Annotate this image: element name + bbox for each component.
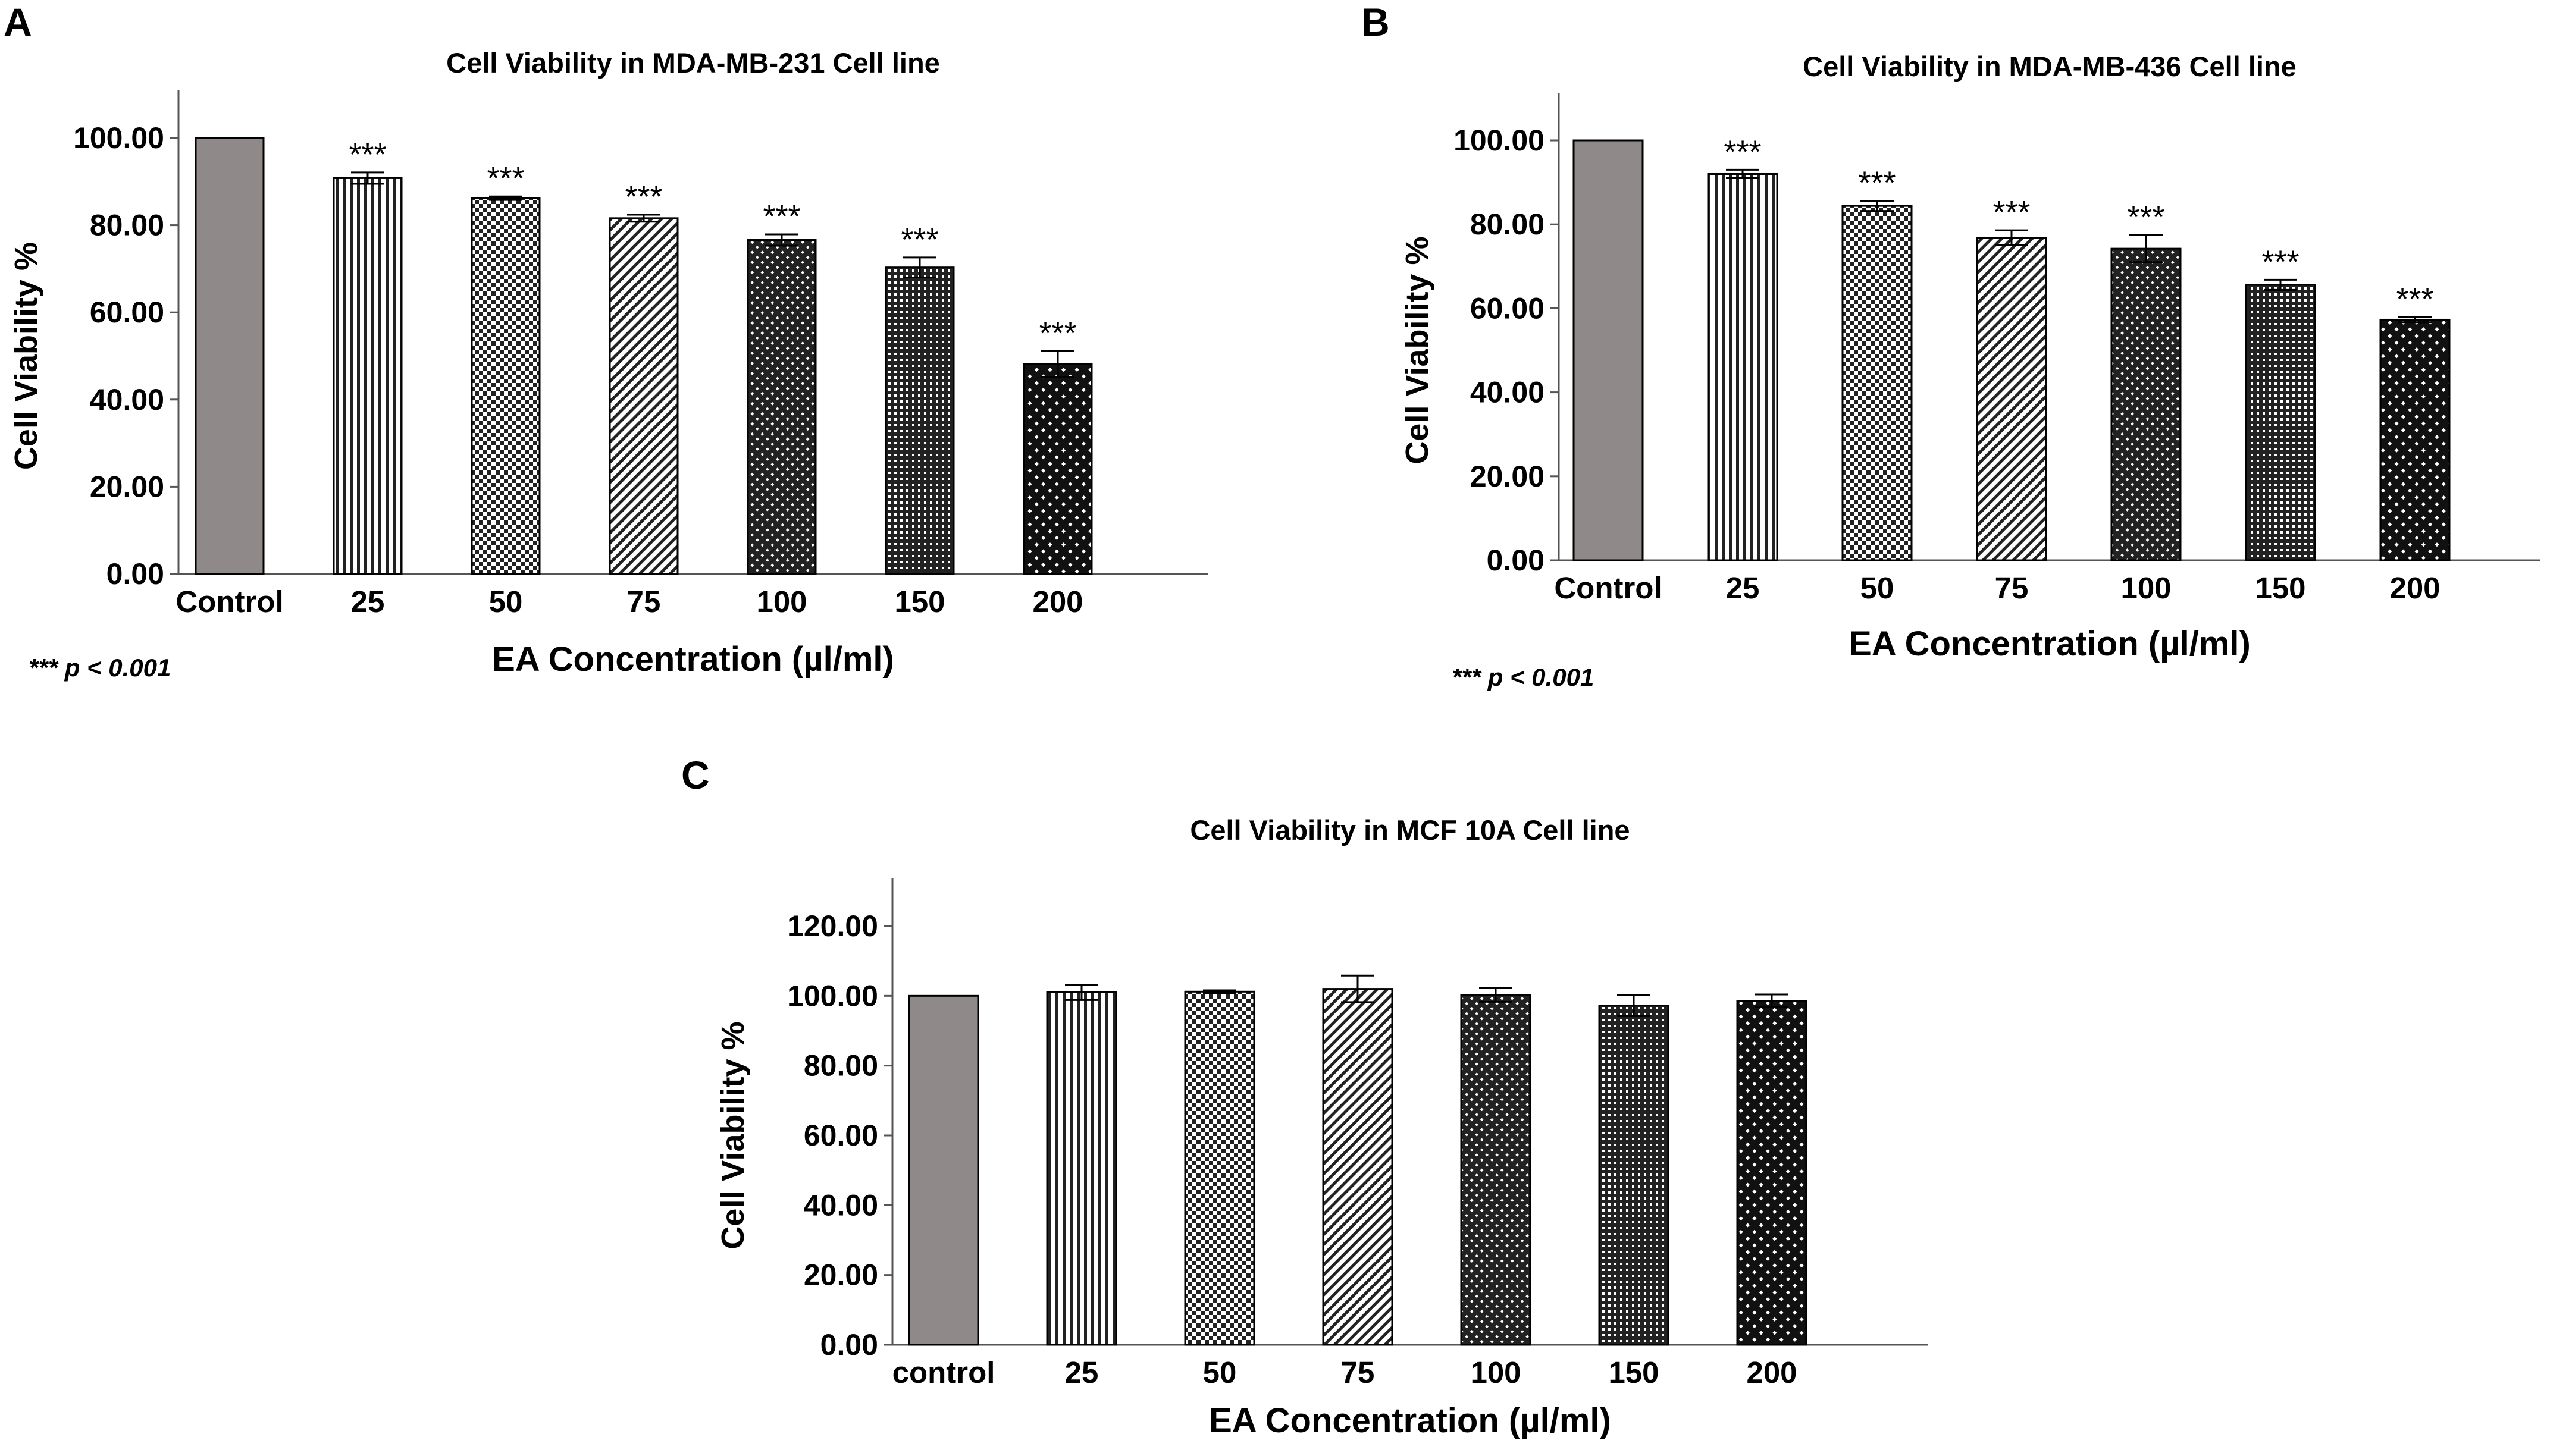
x-axis-label: EA Concentration (µl/ml) [492, 640, 894, 679]
significance-marker-100: *** [2127, 200, 2164, 236]
chart-title: Cell Viability in MDA-MB-436 Cell line [1803, 51, 2297, 82]
y-tick-label: 120.00 [787, 909, 878, 943]
y-tick-label: 0.00 [1487, 544, 1544, 577]
significance-marker-75: *** [1992, 194, 2030, 230]
panel-b-significance-note: *** p < 0.001 [1452, 663, 1594, 691]
bar-50 [471, 197, 541, 575]
chart-title: Cell Viability in MDA-MB-231 Cell line [446, 47, 940, 79]
panel-a-letter: A [4, 0, 32, 44]
bar-200 [1023, 363, 1093, 575]
x-axis-label: EA Concentration (µl/ml) [1209, 1401, 1611, 1440]
significance-marker-50: *** [487, 161, 524, 196]
y-axis-label: Cell Viability % [8, 242, 44, 470]
y-tick-label: 100.00 [73, 121, 164, 155]
y-tick-label: 60.00 [804, 1119, 878, 1152]
chart-title: Cell Viability in MCF 10A Cell line [1190, 814, 1630, 846]
x-tick-label-50: 50 [489, 585, 523, 619]
significance-marker-25: *** [349, 137, 386, 172]
bar-25 [1046, 991, 1117, 1346]
panel-a-significance-note: *** p < 0.001 [29, 654, 171, 682]
bar-100 [1460, 994, 1531, 1346]
y-tick-label: 0.00 [820, 1328, 878, 1361]
bar-75 [1976, 237, 2047, 561]
x-axis-label: EA Concentration (µl/ml) [1849, 625, 2251, 663]
y-tick-label: 20.00 [804, 1259, 878, 1292]
y-tick-label: 60.00 [1470, 291, 1544, 325]
bar-75 [1322, 988, 1393, 1346]
y-axis-label: Cell Viability % [715, 1021, 751, 1249]
x-tick-label-25: 25 [1726, 571, 1760, 605]
significance-marker-50: *** [1858, 165, 1896, 201]
bar-Control [195, 137, 265, 575]
x-tick-label-150: 150 [1608, 1355, 1659, 1389]
significance-marker-100: *** [763, 199, 800, 234]
x-tick-label-25: 25 [1065, 1355, 1099, 1389]
panel-a-chart: Cell Viability in MDA-MB-231 Cell line 0.… [0, 0, 1249, 702]
x-tick-label-100: 100 [2120, 571, 2171, 605]
panel-c-letter: C [681, 753, 710, 797]
y-tick-label: 80.00 [90, 209, 164, 242]
x-tick-label-75: 75 [1995, 571, 2029, 605]
bar-25 [333, 177, 403, 575]
y-tick-label: 20.00 [1470, 460, 1544, 493]
bar-Control [1572, 139, 1644, 561]
y-tick-label: 0.00 [106, 557, 164, 591]
bar-control [908, 994, 979, 1346]
panel-c-chart: Cell Viability in MCF 10A Cell line 0.00 2… [684, 761, 1993, 1456]
significance-marker-200: *** [1039, 315, 1076, 351]
bar-25 [1707, 172, 1778, 561]
bar-200 [2379, 318, 2451, 561]
chart-c-svg: Cell Viability in MCF 10A Cell line 0.00 2… [715, 814, 1928, 1440]
significance-marker-150: *** [901, 222, 938, 258]
bar-200 [1736, 1000, 1807, 1346]
x-tick-label-75: 75 [627, 585, 661, 619]
y-tick-label: 40.00 [90, 383, 164, 416]
x-tick-label-25: 25 [351, 585, 385, 619]
y-tick-label: 40.00 [804, 1188, 878, 1222]
bar-100 [747, 239, 817, 575]
x-tick-label-200: 200 [1032, 585, 1083, 619]
y-tick-label: 80.00 [804, 1049, 878, 1082]
y-tick-label: 100.00 [787, 979, 878, 1012]
significance-marker-200: *** [2396, 281, 2433, 317]
bar-150 [2245, 284, 2316, 561]
significance-marker-75: *** [625, 179, 662, 215]
significance-marker-150: *** [2261, 244, 2299, 280]
y-tick-label: 100.00 [1453, 124, 1544, 157]
bar-150 [885, 266, 955, 575]
y-tick-label: 80.00 [1470, 208, 1544, 241]
x-tick-label-100: 100 [756, 585, 807, 619]
x-tick-label-control: control [892, 1355, 995, 1389]
bar-150 [1598, 1005, 1669, 1346]
x-tick-label-200: 200 [2389, 571, 2440, 605]
x-tick-label-50: 50 [1860, 571, 1894, 605]
x-tick-label-50: 50 [1203, 1355, 1237, 1389]
x-tick-label-100: 100 [1470, 1355, 1521, 1389]
x-tick-label-150: 150 [894, 585, 945, 619]
y-axis-label: Cell Viability % [1399, 236, 1435, 464]
significance-marker-25: *** [1724, 134, 1761, 170]
bar-75 [609, 217, 679, 575]
x-tick-label-75: 75 [1341, 1355, 1375, 1389]
bar-50 [1184, 990, 1255, 1346]
panel-b-chart: Cell Viability in MDA-MB-436 Cell line 0.… [1279, 0, 2569, 702]
y-tick-label: 60.00 [90, 296, 164, 329]
chart-b-svg: Cell Viability in MDA-MB-436 Cell line 0.… [1399, 51, 2540, 663]
panel-b-letter: B [1361, 0, 1390, 44]
y-tick-label: 20.00 [90, 470, 164, 503]
x-tick-label-150: 150 [2255, 571, 2305, 605]
bar-50 [1841, 205, 1913, 561]
bar-100 [2110, 247, 2182, 561]
y-tick-label: 40.00 [1470, 376, 1544, 409]
x-tick-label-Control: Control [176, 585, 283, 619]
x-tick-label-Control: Control [1554, 571, 1662, 605]
chart-a-svg: Cell Viability in MDA-MB-231 Cell line 0.… [8, 47, 1208, 679]
x-tick-label-200: 200 [1746, 1355, 1797, 1389]
